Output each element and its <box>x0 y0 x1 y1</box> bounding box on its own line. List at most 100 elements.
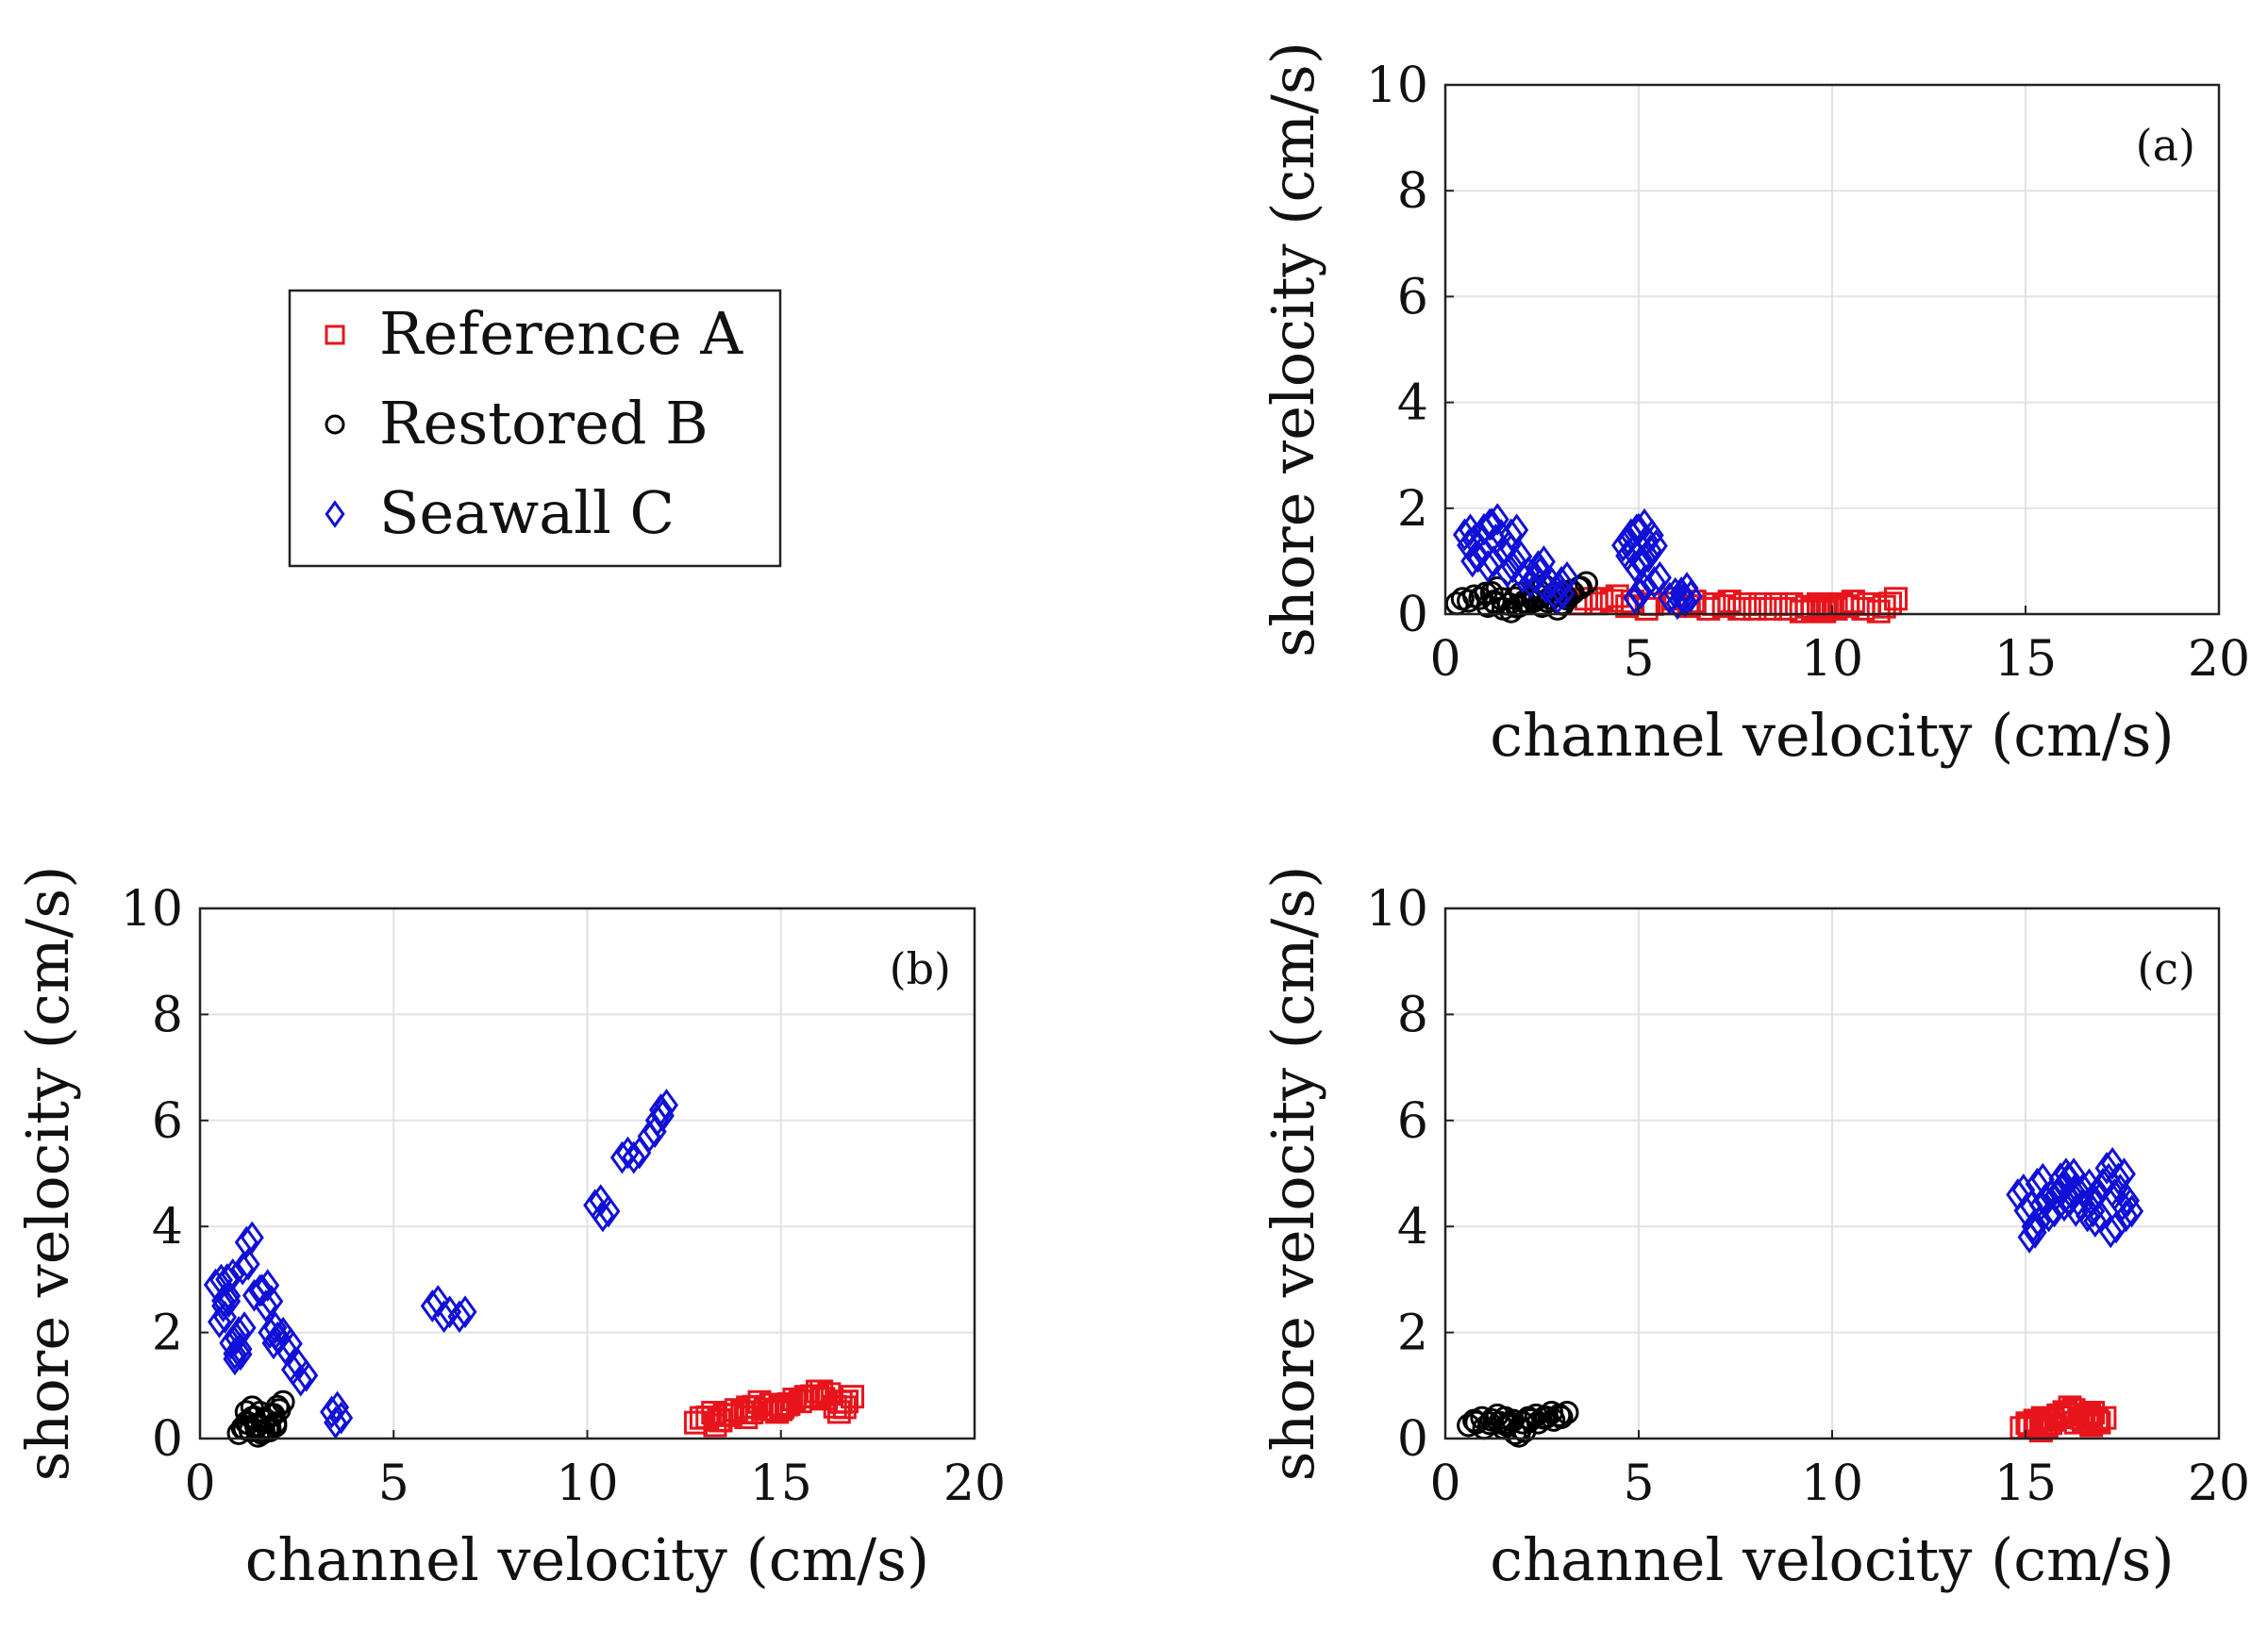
point-seawall <box>261 1326 286 1360</box>
panel-b: 0 5 10 15 20 0 2 4 6 8 10 channel velocity (cm/s) sh… <box>13 866 1006 1594</box>
point-reference <box>769 1397 793 1422</box>
point-seawall <box>234 1225 258 1259</box>
point-seawall <box>325 1390 350 1424</box>
point-seawall <box>2100 1146 2125 1180</box>
point-reference <box>809 1379 834 1404</box>
point-seawall <box>273 1332 297 1365</box>
y-tick-label: 10 <box>121 881 183 938</box>
point-seawall <box>324 1406 348 1439</box>
point-seawall <box>591 1199 615 1233</box>
point-seawall <box>2098 1215 2123 1249</box>
point-reference <box>2079 1413 2104 1438</box>
point-seawall <box>240 1221 264 1255</box>
point-seawall <box>447 1300 472 1334</box>
point-seawall <box>1485 503 1509 537</box>
point-seawall <box>2060 1178 2084 1211</box>
point-seawall <box>259 1285 284 1318</box>
point-seawall <box>329 1401 354 1435</box>
point-seawall <box>2094 1151 2119 1185</box>
point-restored <box>1555 1401 1579 1425</box>
point-seawall <box>232 1311 257 1345</box>
point-seawall <box>1522 560 1546 594</box>
point-seawall <box>1516 556 1541 590</box>
x-tick-label: 10 <box>1801 631 1863 688</box>
point-seawall <box>420 1289 444 1323</box>
y-tick-label: 8 <box>1397 987 1428 1043</box>
x-tick-label: 0 <box>1429 1456 1460 1512</box>
point-restored <box>1485 576 1509 601</box>
point-restored <box>1503 586 1527 610</box>
point-seawall <box>2021 1209 2045 1243</box>
point-reference <box>1884 587 1908 611</box>
x-tick-label: 5 <box>1623 631 1654 688</box>
y-axis-label: shore velocity (cm/s) <box>1259 866 1327 1482</box>
point-seawall <box>1615 539 1640 573</box>
point-seawall <box>648 1093 674 1126</box>
point-seawall <box>2065 1173 2090 1206</box>
point-seawall <box>654 1089 679 1122</box>
point-seawall <box>256 1269 280 1303</box>
point-seawall <box>615 1136 640 1170</box>
point-seawall <box>2034 1184 2059 1218</box>
point-seawall <box>267 1322 292 1356</box>
point-seawall <box>1647 560 1672 594</box>
point-seawall <box>1460 544 1485 578</box>
point-seawall <box>2115 1184 2141 1218</box>
y-axis-label: shore velocity (cm/s) <box>13 866 82 1482</box>
panel-c: 0 5 10 15 20 0 2 4 6 8 10 channel velocity (cm/s) sh… <box>1259 866 2250 1594</box>
point-seawall <box>294 1358 319 1392</box>
x-axis-label: channel velocity (cm/s) <box>1490 1525 2174 1594</box>
point-seawall <box>2081 1194 2106 1228</box>
point-reference <box>2081 1401 2106 1425</box>
x-tick-label: 15 <box>1994 631 2057 688</box>
series-restored <box>1457 1401 1579 1448</box>
point-seawall <box>2048 1162 2073 1196</box>
x-tick-label: 0 <box>184 1456 215 1512</box>
point-seawall <box>622 1140 646 1174</box>
point-seawall <box>1675 572 1699 605</box>
point-seawall <box>226 1316 251 1350</box>
point-seawall <box>2037 1199 2061 1233</box>
y-axis-label: shore velocity (cm/s) <box>1259 42 1327 657</box>
x-tick-label: 5 <box>378 1456 409 1512</box>
panel-tag: (c) <box>2137 943 2195 994</box>
point-seawall <box>2106 1162 2130 1196</box>
point-reference <box>2028 1419 2053 1443</box>
legend-label-restored: Restored B <box>379 389 709 458</box>
x-tick-label: 20 <box>2188 631 2250 688</box>
x-tick-label: 15 <box>750 1456 812 1512</box>
point-seawall <box>2114 1199 2139 1233</box>
point-seawall <box>236 1247 260 1281</box>
point-restored <box>258 1419 282 1443</box>
point-restored <box>1549 1406 1574 1430</box>
point-reference <box>2034 1414 2059 1439</box>
point-seawall <box>254 1289 278 1323</box>
y-tick-label: 6 <box>1397 269 1428 325</box>
point-restored <box>1575 571 1598 595</box>
legend-label-reference: Reference A <box>379 299 743 368</box>
x-tick-label: 20 <box>2188 1456 2250 1512</box>
x-tick-label: 5 <box>1623 1456 1654 1512</box>
series-seawall <box>2006 1146 2144 1254</box>
point-seawall <box>2111 1157 2136 1191</box>
series-restored <box>226 1389 295 1448</box>
point-seawall <box>217 1285 242 1318</box>
series-reference <box>2010 1395 2117 1443</box>
point-restored <box>271 1389 295 1414</box>
point-seawall <box>1678 579 1703 613</box>
point-seawall <box>432 1300 457 1334</box>
x-axis-label: channel velocity (cm/s) <box>1490 701 2174 770</box>
point-seawall <box>1623 581 1647 615</box>
legend-marker-seawall <box>325 500 345 528</box>
point-reference <box>2076 1406 2100 1430</box>
y-tick-label: 2 <box>1397 481 1428 538</box>
x-tick-label: 15 <box>1994 1456 2057 1512</box>
panel-tag: (b) <box>890 943 951 994</box>
point-reference <box>775 1392 799 1417</box>
point-seawall <box>453 1295 477 1329</box>
point-seawall <box>1495 555 1520 589</box>
point-seawall <box>1628 545 1653 578</box>
point-seawall <box>223 1342 247 1376</box>
point-seawall <box>230 1252 255 1286</box>
